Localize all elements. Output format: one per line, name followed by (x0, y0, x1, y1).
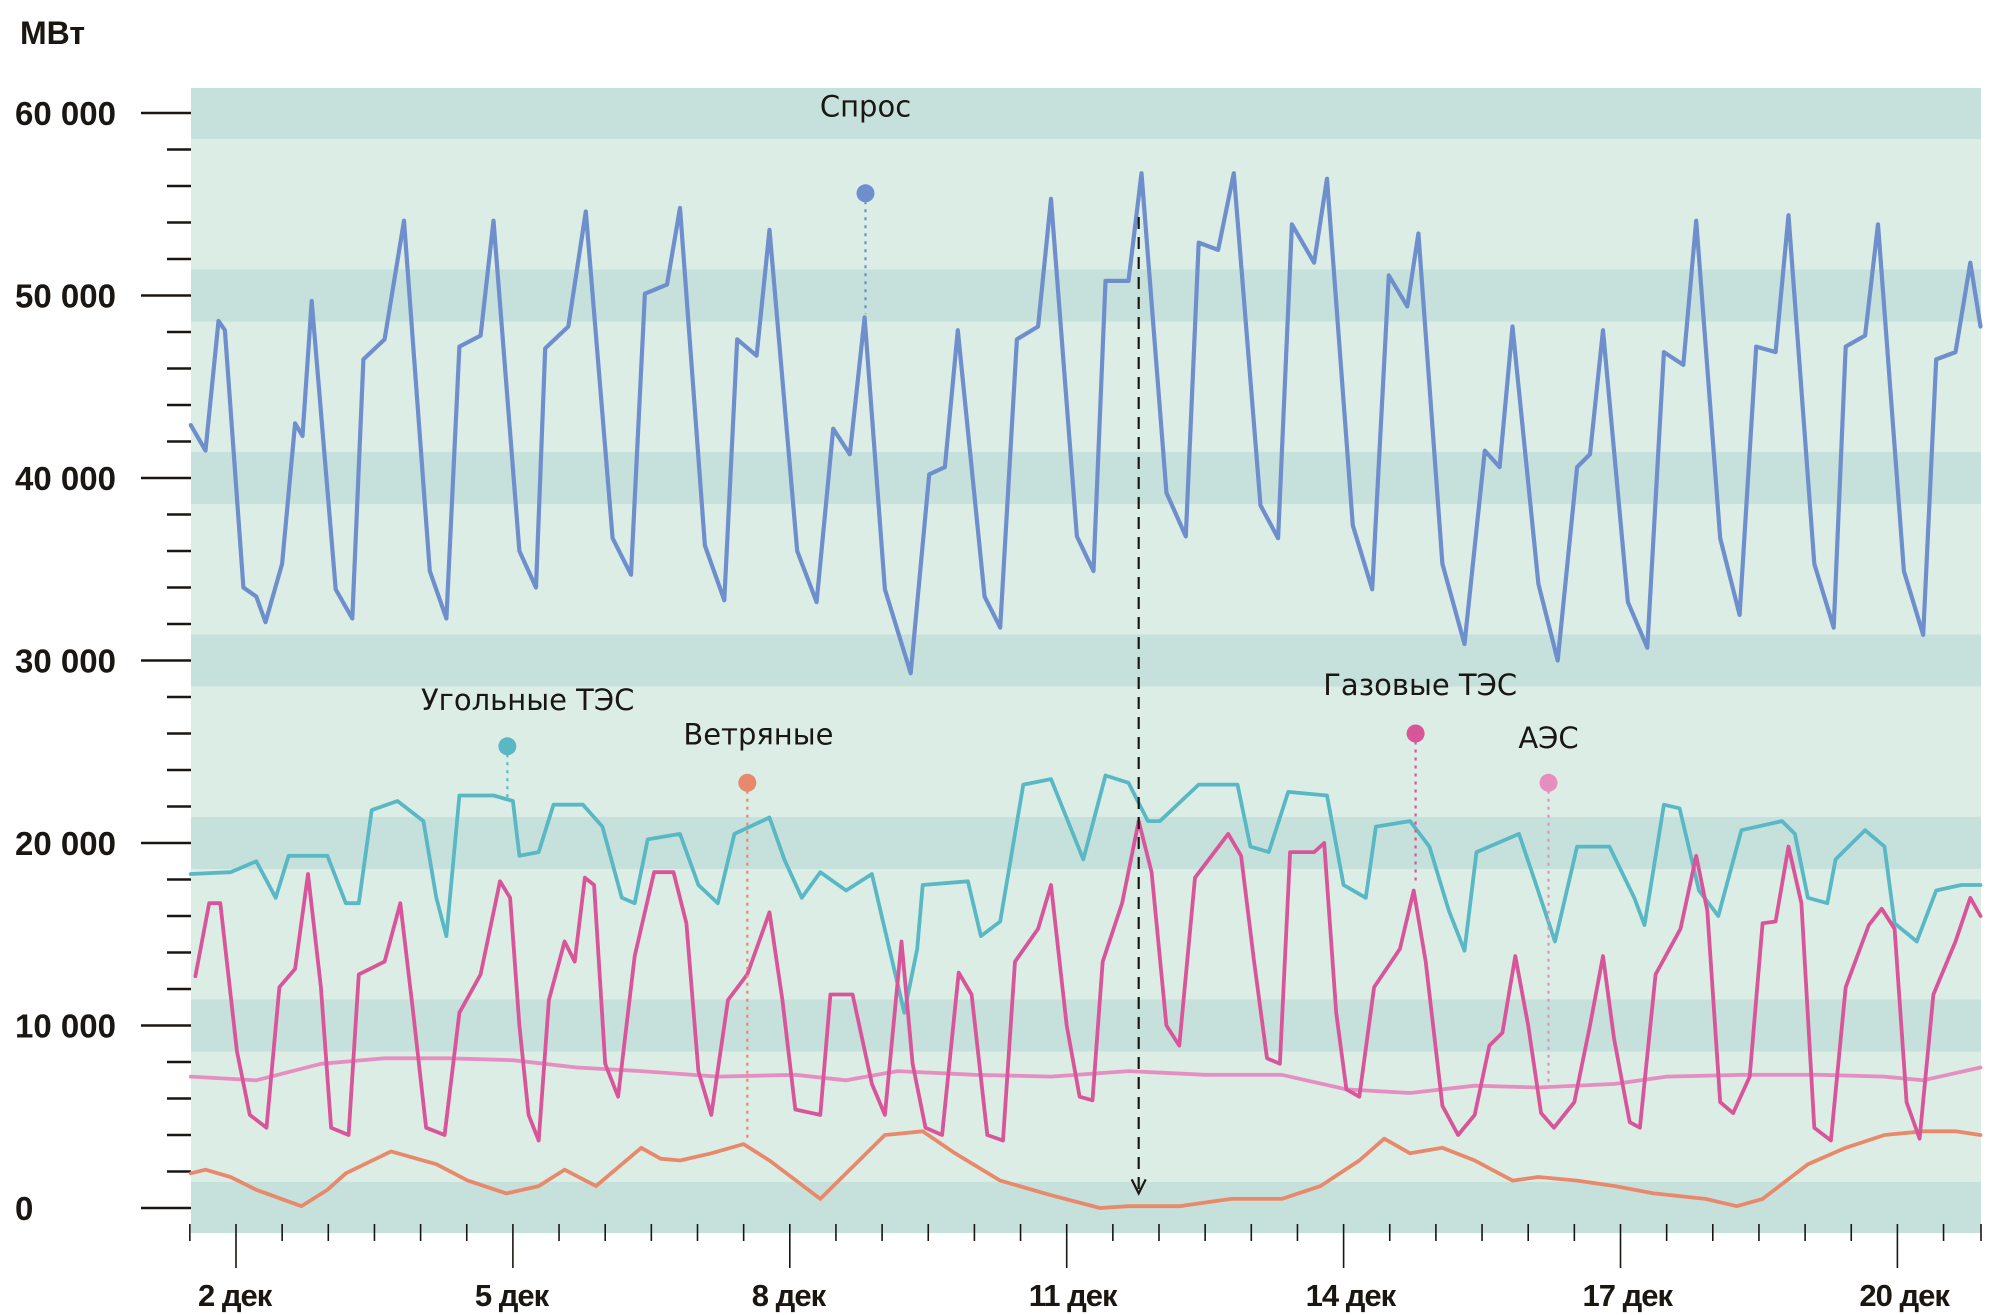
y-axis-unit-label: МВт (20, 15, 85, 51)
plot-background (191, 88, 1981, 1233)
annotation-gas: Газовые ТЭС (1323, 668, 1517, 885)
grid-band (191, 88, 1981, 139)
annotation-nuclear: АЭС (1518, 721, 1579, 1088)
grid-band (191, 634, 1981, 687)
x-tick-label: 14 дек (1306, 1278, 1397, 1313)
x-axis: 2 дек 5 дек 8 дек 11 дек 14 дек 17 дек 20 дек (189, 1224, 1982, 1313)
annotation-demand: Спрос (820, 90, 911, 314)
y-tick-label: 30 000 (15, 643, 116, 680)
annotation-label: Газовые ТЭС (1323, 668, 1517, 702)
y-tick-label: 50 000 (15, 278, 116, 315)
y-tick-label: 60 000 (15, 95, 116, 132)
grid-band (191, 452, 1981, 504)
y-axis: 0 10 000 20 000 30 000 40 000 50 000 60 000 (15, 95, 191, 1227)
annotation-coal: Угольные ТЭС (421, 683, 634, 802)
series-line-demand (188, 171, 1983, 676)
x-tick-label: 2 дек (198, 1278, 273, 1313)
series-lines (188, 171, 1983, 1210)
x-tick-label: 17 дек (1583, 1278, 1674, 1313)
series-line-coal (188, 773, 1983, 1015)
series-line-gas (193, 819, 1983, 1143)
dashed-arrow-marker (1130, 217, 1147, 1196)
x-tick-label: 20 дек (1859, 1278, 1950, 1313)
annotation-dot-icon (856, 184, 875, 203)
grid-band (191, 269, 1981, 322)
annotation-wind: Ветряные (683, 717, 834, 1141)
y-tick-label: 40 000 (15, 460, 116, 497)
annotation-label: Угольные ТЭС (421, 683, 634, 717)
grid-band (191, 999, 1981, 1052)
annotation-dot-icon (738, 773, 757, 792)
x-tick-label: 11 дек (1029, 1278, 1118, 1313)
annotation-label: АЭС (1518, 721, 1578, 755)
y-tick-label: 0 (15, 1190, 33, 1227)
annotation-label: Спрос (820, 90, 911, 124)
x-tick-label: 8 дек (752, 1278, 827, 1313)
series-line-nuclear (188, 1056, 1983, 1095)
x-tick-label: 5 дек (475, 1278, 550, 1313)
arrow-head-icon (1130, 1178, 1147, 1196)
grid-band (191, 1182, 1981, 1233)
annotation-dot-icon (1539, 773, 1558, 792)
y-tick-label: 20 000 (15, 825, 116, 862)
annotation-dot-icon (498, 737, 517, 756)
annotation-label: Ветряные (683, 717, 833, 751)
series-line-wind (188, 1129, 1983, 1210)
y-tick-label: 10 000 (15, 1008, 116, 1045)
annotation-dot-icon (1406, 724, 1425, 743)
